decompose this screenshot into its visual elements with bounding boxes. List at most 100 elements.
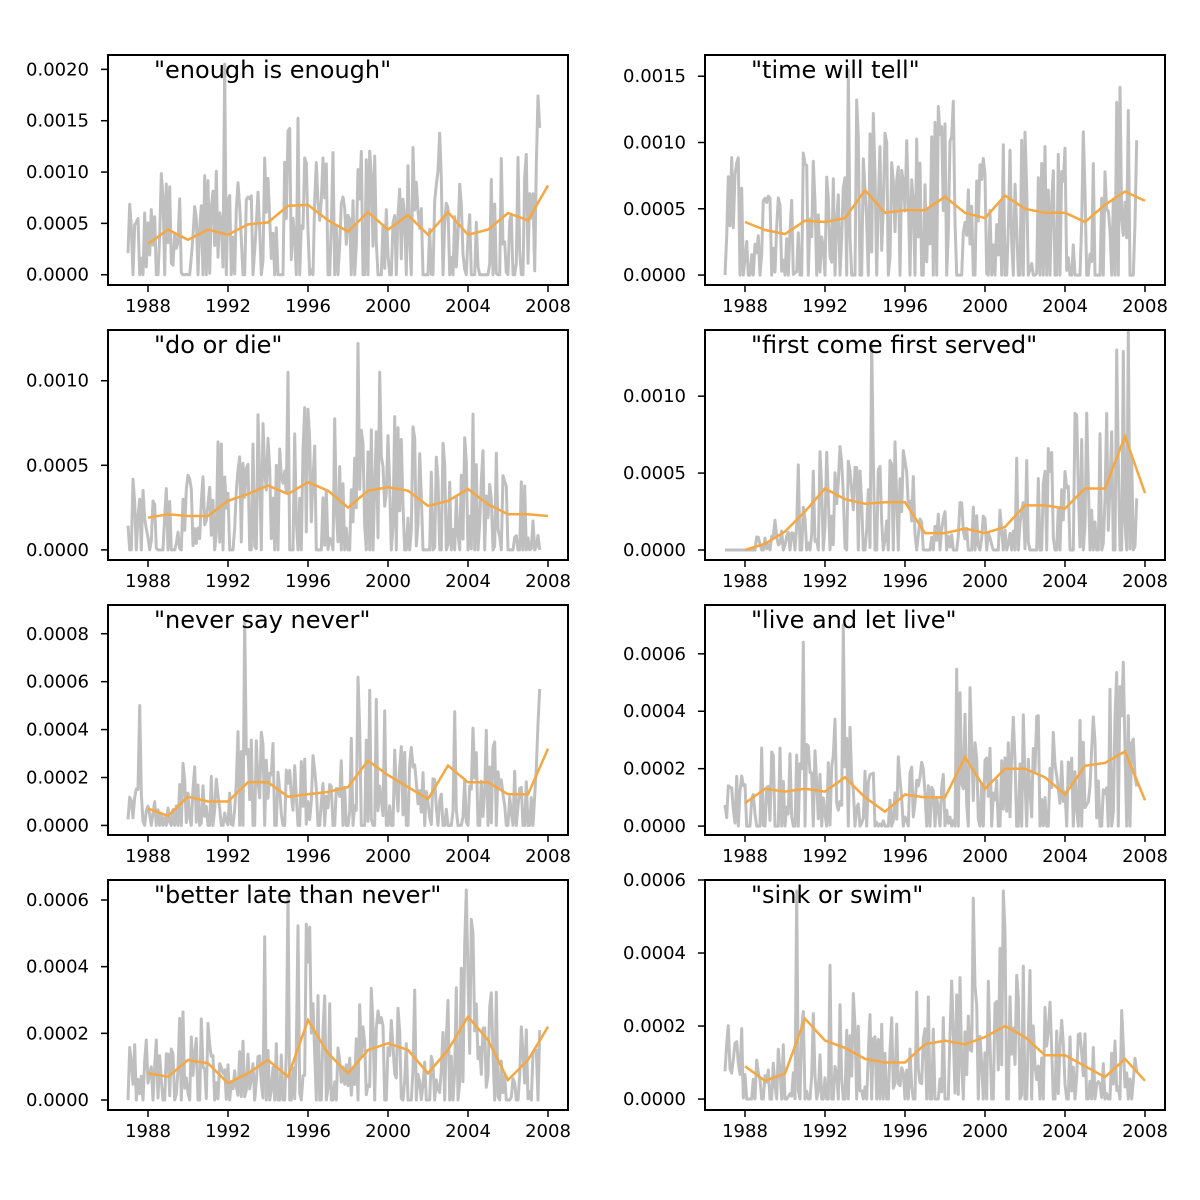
- yearly-mean-line: [744, 749, 1147, 814]
- y-tick-label: 0.0015: [26, 111, 89, 132]
- x-tick-label: 2008: [525, 1121, 571, 1142]
- x-tick-label: 2000: [365, 1121, 411, 1142]
- x-tick-label: 2004: [445, 846, 491, 867]
- subplot-0: 1988 1992 1996 2000 2004 2008 0.0000 0.0005 0.00…: [26, 54, 571, 317]
- x-tick-label: 1996: [882, 846, 928, 867]
- yearly-mean-line: [744, 1016, 1146, 1083]
- x-tick-label: 2000: [962, 846, 1008, 867]
- y-tick-label: 0.0000: [623, 1089, 686, 1110]
- x-tick-label: 1996: [882, 296, 928, 317]
- yearly-mean-line: [147, 748, 550, 818]
- y-tick-label: 0.0005: [26, 213, 89, 234]
- subplot-title: "first come first served": [751, 331, 1037, 359]
- x-tick-label: 2008: [1122, 296, 1168, 317]
- y-tick-label: 0.0002: [26, 1023, 89, 1044]
- y-tick-label: 0.0010: [26, 162, 89, 183]
- monthly-series-line: [723, 623, 1139, 828]
- x-tick-label: 1992: [205, 846, 251, 867]
- yearly-mean-line: [147, 480, 549, 519]
- axes-frame: [107, 879, 569, 1111]
- subplot-title: "enough is enough": [154, 56, 391, 84]
- subplot-title: "sink or swim": [751, 881, 923, 909]
- x-tick-label: 2008: [1122, 571, 1168, 592]
- y-tick-label: 0.0010: [623, 132, 686, 153]
- monthly-series-line: [723, 68, 1139, 277]
- x-tick-label: 2000: [365, 846, 411, 867]
- y-tick-label: 0.0005: [623, 463, 686, 484]
- x-tick-label: 1992: [802, 1121, 848, 1142]
- subplot-title: "never say never": [154, 606, 370, 634]
- x-tick-label: 1988: [722, 296, 768, 317]
- x-tick-label: 1992: [205, 1121, 251, 1142]
- x-tick-label: 2004: [445, 571, 491, 592]
- x-tick-label: 1996: [285, 846, 331, 867]
- axes-frame: [107, 329, 569, 561]
- x-tick-label: 2008: [1122, 846, 1168, 867]
- y-tick-label: 0.0004: [26, 720, 89, 741]
- x-tick-label: 1992: [802, 296, 848, 317]
- subplot-3: 1988 1992 1996 2000 2004 2008 0.0000 0.0005 0.00…: [623, 328, 1168, 592]
- subplot-5: 1988 1992 1996 2000 2004 2008 0.0000 0.0002 0.00…: [623, 604, 1168, 867]
- x-tick-label: 1988: [125, 1121, 171, 1142]
- axes-frame: [704, 329, 1166, 561]
- x-tick-label: 2004: [445, 1121, 491, 1142]
- x-tick-label: 1992: [205, 571, 251, 592]
- x-tick-label: 2000: [365, 571, 411, 592]
- x-tick-label: 2000: [365, 296, 411, 317]
- x-tick-label: 2008: [525, 296, 571, 317]
- y-tick-label: 0.0006: [623, 644, 686, 665]
- x-tick-label: 2004: [1042, 571, 1088, 592]
- y-tick-label: 0.0000: [623, 265, 686, 286]
- yearly-mean-line: [744, 188, 1146, 236]
- x-tick-label: 1996: [285, 1121, 331, 1142]
- subplot-2: 1988 1992 1996 2000 2004 2008 0.0000 0.0005 0.00…: [26, 329, 571, 592]
- x-tick-label: 1996: [285, 296, 331, 317]
- y-tick-label: 0.0006: [623, 870, 686, 891]
- x-tick-label: 1988: [722, 846, 768, 867]
- y-tick-label: 0.0000: [623, 816, 686, 837]
- yearly-mean-line: [147, 1014, 550, 1085]
- x-tick-label: 1988: [722, 1121, 768, 1142]
- subplot-title: "do or die": [154, 331, 282, 359]
- yearly-mean-line: [744, 432, 1147, 552]
- monthly-series-line: [126, 342, 542, 552]
- x-tick-label: 2008: [1122, 1121, 1168, 1142]
- y-tick-label: 0.0020: [26, 59, 89, 80]
- subplot-title: "time will tell": [751, 56, 920, 84]
- subplot-6: 1988 1992 1996 2000 2004 2008 0.0000 0.0002 0.00…: [26, 879, 571, 1142]
- y-tick-label: 0.0002: [26, 768, 89, 789]
- x-tick-label: 2008: [525, 846, 571, 867]
- x-tick-label: 1992: [205, 296, 251, 317]
- monthly-series-line: [126, 615, 542, 827]
- y-tick-label: 0.0005: [623, 199, 686, 220]
- y-tick-label: 0.0010: [26, 371, 89, 392]
- x-tick-label: 1996: [882, 571, 928, 592]
- x-tick-label: 1992: [802, 571, 848, 592]
- subplot-title: "live and let live": [751, 606, 957, 634]
- y-tick-label: 0.0000: [623, 540, 686, 561]
- y-tick-label: 0.0004: [26, 957, 89, 978]
- x-tick-label: 1988: [125, 296, 171, 317]
- subplot-title: "better late than never": [154, 881, 441, 909]
- x-tick-label: 2000: [962, 296, 1008, 317]
- monthly-series-line: [723, 889, 1139, 1101]
- y-tick-label: 0.0000: [26, 1090, 89, 1111]
- x-tick-label: 2004: [1042, 846, 1088, 867]
- axes-frame: [107, 604, 569, 836]
- y-tick-label: 0.0006: [26, 672, 89, 693]
- x-tick-label: 1992: [802, 846, 848, 867]
- y-tick-label: 0.0002: [623, 1016, 686, 1037]
- y-tick-label: 0.0015: [623, 66, 686, 87]
- y-tick-label: 0.0004: [623, 701, 686, 722]
- x-tick-label: 1996: [882, 1121, 928, 1142]
- monthly-series-line: [725, 328, 1139, 552]
- x-tick-label: 2000: [962, 571, 1008, 592]
- x-tick-label: 1988: [125, 846, 171, 867]
- x-tick-label: 2004: [1042, 296, 1088, 317]
- y-tick-label: 0.0008: [26, 624, 89, 645]
- y-tick-label: 0.0004: [623, 943, 686, 964]
- x-tick-label: 1996: [285, 571, 331, 592]
- x-tick-label: 2004: [1042, 1121, 1088, 1142]
- yearly-mean-line: [147, 184, 550, 245]
- axes-frame: [704, 604, 1166, 836]
